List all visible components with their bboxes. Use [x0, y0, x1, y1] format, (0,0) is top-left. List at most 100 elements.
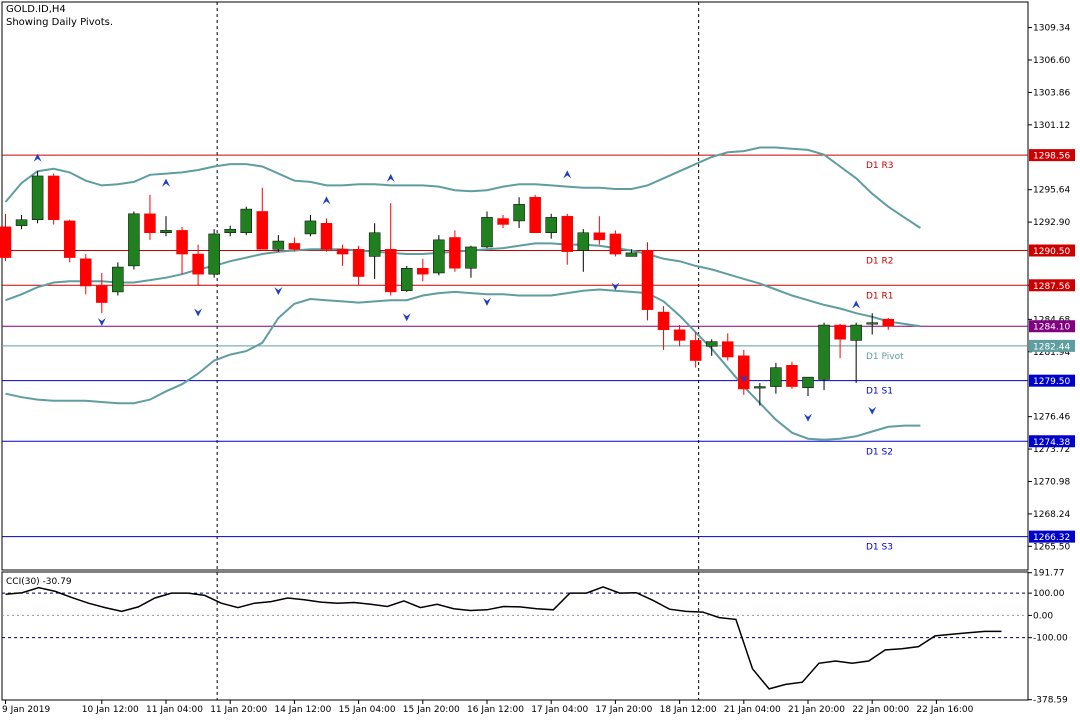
- candle: [497, 215, 509, 229]
- candle-body: [722, 341, 734, 358]
- candle: [770, 362, 782, 394]
- bollinger-middle: [5, 242, 921, 328]
- cci-layer: [2, 586, 1028, 690]
- candle-body: [224, 228, 236, 233]
- cci-axis-label: 100.00: [1033, 589, 1065, 599]
- candle: [336, 244, 349, 266]
- candle-body: [112, 266, 124, 293]
- candle: [112, 262, 124, 296]
- price-axis-label: 1273.72: [1033, 445, 1070, 455]
- candle: [705, 339, 718, 356]
- pivot-value-tag-label: 1274.38: [1033, 438, 1070, 448]
- price-axis-label: 1281.94: [1033, 348, 1070, 358]
- fractal-up-icon: [852, 300, 861, 309]
- candle-body: [802, 376, 814, 389]
- time-axis-label: 15 Jan 20:00: [403, 705, 460, 715]
- candle-body: [208, 233, 220, 275]
- candle: [689, 332, 702, 368]
- bollinger-upper: [4, 146, 921, 229]
- candle-body: [545, 217, 557, 234]
- time-axis-label: 15 Jan 04:00: [339, 705, 396, 715]
- candle-body: [850, 324, 862, 341]
- cci-axis-label: 0.00: [1033, 611, 1053, 621]
- candle: [465, 245, 477, 278]
- candle: [272, 235, 285, 252]
- time-axis-label: 22 Jan 16:00: [916, 705, 973, 715]
- pivot-value-tag: [1029, 339, 1075, 352]
- candle-body: [770, 367, 782, 387]
- candle-body: [256, 211, 269, 250]
- pivot-value-tag: [1029, 244, 1075, 257]
- candle-body: [513, 204, 525, 222]
- price-axis-label: 1306.60: [1033, 56, 1070, 66]
- candle-body: [288, 243, 301, 250]
- fractal-up-icon: [563, 170, 572, 179]
- pivot-label: D1 R2: [866, 257, 894, 267]
- candle-body: [593, 232, 606, 241]
- price-axis-label: 1265.50: [1033, 542, 1070, 552]
- candle: [834, 323, 846, 359]
- pivot-label: D1 S3: [866, 543, 893, 553]
- candle: [144, 194, 156, 240]
- time-axis-label: 11 Jan 04:00: [146, 705, 203, 715]
- candle: [786, 361, 798, 389]
- fractal-down-icon: [739, 374, 748, 383]
- time-axis-label: 9 Jan 2019: [2, 705, 50, 715]
- current-price-tag-label: 1284.10: [1033, 323, 1070, 333]
- candle-layer[interactable]: [0, 171, 894, 406]
- price-axis-label: 1301.12: [1033, 121, 1070, 131]
- candle: [368, 223, 381, 279]
- price-axis-label: 1276.46: [1033, 413, 1070, 423]
- candle: [882, 317, 894, 330]
- fractal-down-icon: [611, 282, 620, 291]
- pivot-value-tag-label: 1298.56: [1033, 152, 1070, 162]
- pivot-label: D1 S2: [866, 447, 893, 457]
- candle-body: [497, 218, 509, 225]
- candle-body: [577, 232, 590, 251]
- candle: [192, 244, 204, 286]
- candle-body: [449, 237, 461, 269]
- current-price-tag: [1029, 320, 1075, 333]
- candle-body: [128, 213, 140, 267]
- price-axis-label: 1295.64: [1033, 186, 1070, 196]
- time-axis-label: 10 Jan 12:00: [82, 705, 139, 715]
- price-axis-label: 1292.90: [1033, 218, 1070, 228]
- price-axis-label: 1268.24: [1033, 510, 1070, 520]
- candle: [304, 215, 317, 237]
- candle-body: [47, 175, 60, 220]
- fractal-layer: [33, 153, 877, 422]
- candle: [401, 265, 413, 292]
- candle: [384, 203, 397, 296]
- candle-body: [272, 240, 285, 250]
- candle: [754, 383, 766, 406]
- cci-axis-label: 191.77: [1033, 569, 1065, 579]
- candle-body: [336, 249, 349, 255]
- candle-body: [15, 219, 28, 226]
- cci-axis-label: -378.59: [1033, 696, 1068, 706]
- candle-body: [384, 249, 397, 293]
- candle-body: [144, 213, 156, 233]
- candle-body: [834, 324, 846, 340]
- candle-body: [465, 246, 477, 269]
- candle: [545, 213, 557, 239]
- candle: [625, 249, 638, 257]
- pivot-value-tag-label: 1290.50: [1033, 247, 1070, 257]
- pivot-subtitle: Showing Daily Pivots.: [6, 17, 113, 28]
- candle: [866, 313, 878, 335]
- candle-body: [433, 239, 445, 274]
- candle-body: [352, 249, 365, 277]
- candle-body: [609, 233, 622, 255]
- pivot-label: D1 R3: [866, 161, 894, 171]
- cci-axis-label: -100.00: [1033, 634, 1068, 644]
- candle-body: [176, 230, 188, 255]
- candle: [593, 216, 606, 245]
- candle: [240, 206, 252, 236]
- candle-body: [240, 208, 252, 233]
- pivot-value-tag: [1029, 530, 1075, 543]
- candle: [256, 187, 269, 250]
- candle: [609, 230, 622, 257]
- pivot-value-tag: [1029, 149, 1075, 162]
- candle-body: [561, 215, 573, 252]
